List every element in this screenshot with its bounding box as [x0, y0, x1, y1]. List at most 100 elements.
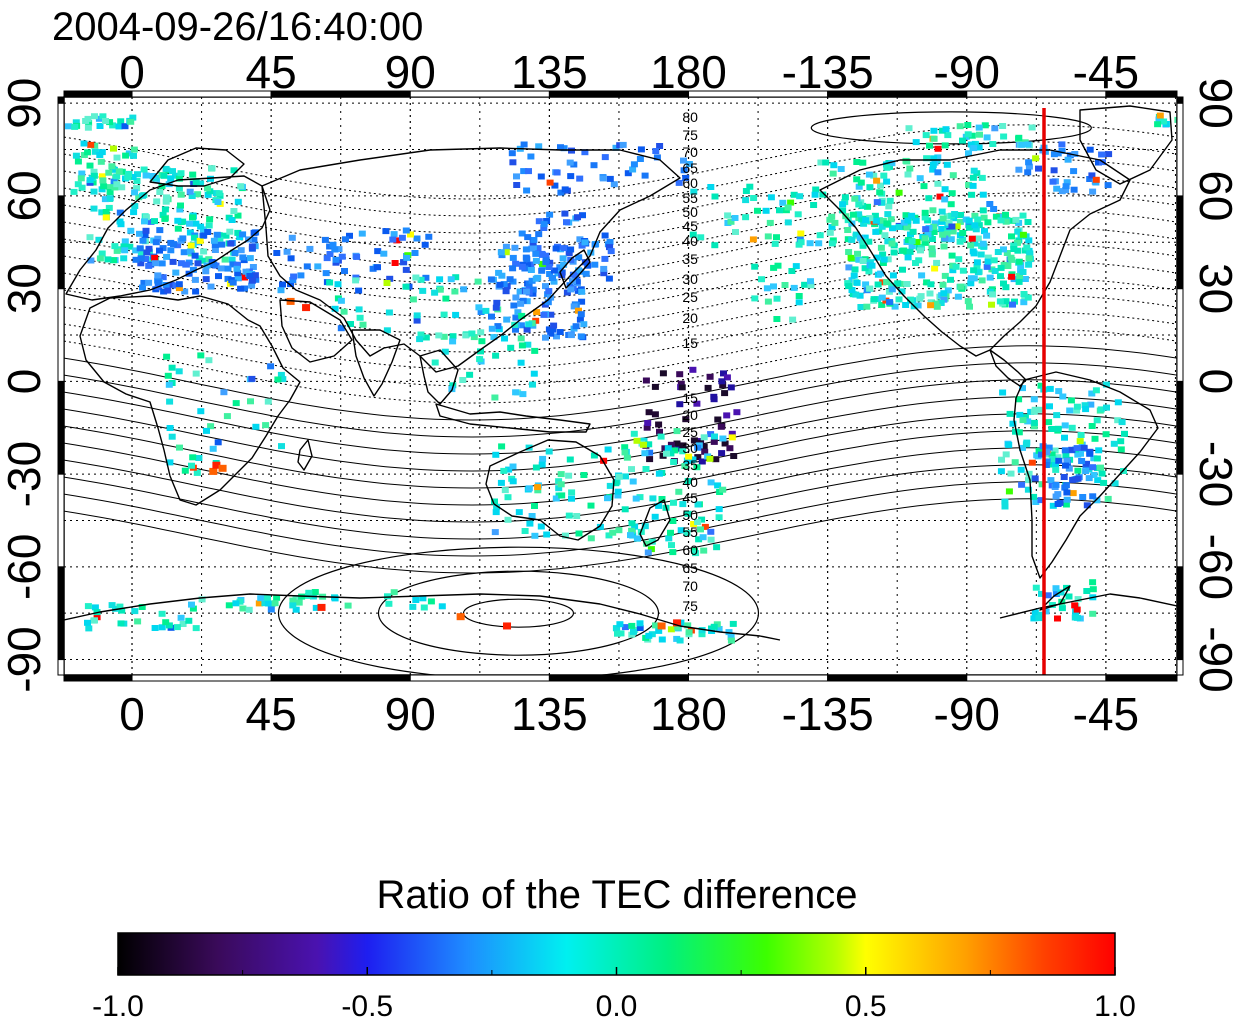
tec-point-908 [543, 531, 551, 538]
tec-point-1363 [1066, 152, 1074, 159]
tec-point-1152 [877, 270, 885, 277]
tec-point-658 [508, 150, 516, 157]
tec-point-1076 [852, 291, 860, 298]
tec-point-426 [452, 311, 460, 318]
tec-point-1704 [409, 603, 417, 610]
tec-point-896 [634, 535, 642, 542]
tec-point-374 [422, 274, 430, 281]
tec-point-619 [524, 234, 532, 241]
tec-point-785 [713, 544, 721, 551]
tec-point-922 [621, 449, 629, 456]
tec-point-1598 [1043, 458, 1051, 465]
tec-point-1454 [1019, 444, 1026, 451]
tec-point-140 [102, 209, 110, 215]
tec-point-293 [74, 158, 82, 165]
tec-point-warm-3 [302, 304, 311, 312]
tec-point-1439 [956, 123, 964, 130]
tec-point-1505 [1104, 495, 1112, 502]
tec-point-781 [681, 463, 689, 469]
tec-point-1735 [179, 621, 187, 627]
tec-point-601 [534, 274, 542, 281]
tec-point-831 [707, 479, 715, 486]
right-border-segment-6 [1176, 102, 1184, 197]
tec-point-725 [659, 370, 667, 377]
tec-point-1586 [1045, 444, 1053, 451]
tec-point-171 [213, 231, 221, 238]
dip-label-south-7: 50 [682, 507, 698, 523]
tec-point-200 [160, 288, 168, 295]
tec-point-1654 [220, 389, 228, 396]
tec-point-1487 [1062, 501, 1070, 508]
tec-point-1266 [900, 219, 908, 226]
tec-point-590 [576, 236, 584, 243]
tec-point-913 [628, 520, 636, 527]
tec-point-1343 [828, 240, 836, 247]
top-longitude-tick-labels: 0 45 90 135 180 -135 -90 -45 [119, 46, 1139, 98]
tec-point-261 [145, 262, 153, 269]
tec-point-164 [156, 247, 163, 254]
tec-point-142 [163, 194, 170, 201]
tec-point-780 [684, 478, 692, 484]
dip-label-north-7: 45 [682, 218, 698, 234]
tec-point-666 [652, 148, 660, 154]
tec-point-641 [653, 154, 661, 161]
tec-point-281 [118, 184, 126, 191]
tec-point-139 [121, 247, 129, 254]
tec-point-557 [575, 307, 582, 314]
tec-point-662 [680, 167, 688, 174]
tec-point-856 [657, 433, 665, 440]
tec-point-628 [522, 254, 530, 261]
tec-point-1161 [855, 256, 863, 263]
tec-point-317 [90, 188, 98, 195]
tec-point-1212 [965, 217, 973, 224]
tec-point-41 [222, 232, 230, 239]
tec-point-1480 [1025, 470, 1033, 477]
tec-point-1849 [773, 316, 781, 322]
tec-point-1291 [943, 231, 951, 238]
tec-point-488 [492, 304, 500, 311]
tec-point-336 [1155, 116, 1163, 123]
tec-point-546 [547, 330, 555, 337]
tec-point-677 [599, 175, 607, 182]
tec-point-1098 [1020, 299, 1028, 306]
tec-point-347 [1160, 118, 1168, 125]
tec-point-122 [110, 166, 118, 173]
tec-point-304 [124, 174, 132, 181]
tec-point-1365 [1050, 151, 1058, 158]
tec-point-778 [718, 378, 726, 385]
right-border-segment-2 [1176, 473, 1184, 568]
tec-point-1133 [878, 294, 886, 301]
tec-point-300 [115, 168, 123, 175]
tec-point-439 [326, 279, 334, 286]
tec-point-671 [520, 141, 528, 148]
tec-point-1531 [1048, 451, 1056, 458]
tec-point-1535 [998, 456, 1005, 463]
tec-point-292 [131, 189, 139, 196]
left-border-segment-3 [57, 380, 65, 475]
tec-point-216 [239, 254, 247, 261]
tec-point-703 [435, 332, 443, 339]
tec-point-869 [492, 451, 500, 458]
tec-point-539 [503, 316, 511, 323]
map-plot-area: 8075706560555045403530252015152025303540… [57, 90, 1184, 682]
tec-point-413 [451, 288, 459, 295]
tec-point-323 [106, 119, 114, 126]
tec-point-1826 [731, 215, 739, 221]
tec-point-278 [248, 243, 256, 250]
tec-point-306 [86, 162, 94, 169]
tec-point-1213 [988, 301, 995, 308]
tec-point-1520 [1103, 404, 1110, 411]
colorbar-tick-label-2: 0.0 [596, 990, 638, 1023]
tec-point-302 [122, 152, 130, 159]
tec-point-489 [547, 311, 555, 318]
dip-contour-2 [64, 464, 1177, 540]
tec-point-1808 [762, 207, 770, 214]
tec-point-819 [670, 459, 678, 465]
tec-point-366 [421, 241, 429, 248]
dip-label-south-2: 25 [682, 424, 698, 440]
tec-point-700 [459, 377, 467, 383]
tec-point-warm-7 [317, 603, 326, 611]
colorbar-tick-label-4: 1.0 [1094, 990, 1136, 1023]
tec-point-988 [908, 243, 916, 250]
tec-point-729 [676, 371, 684, 378]
